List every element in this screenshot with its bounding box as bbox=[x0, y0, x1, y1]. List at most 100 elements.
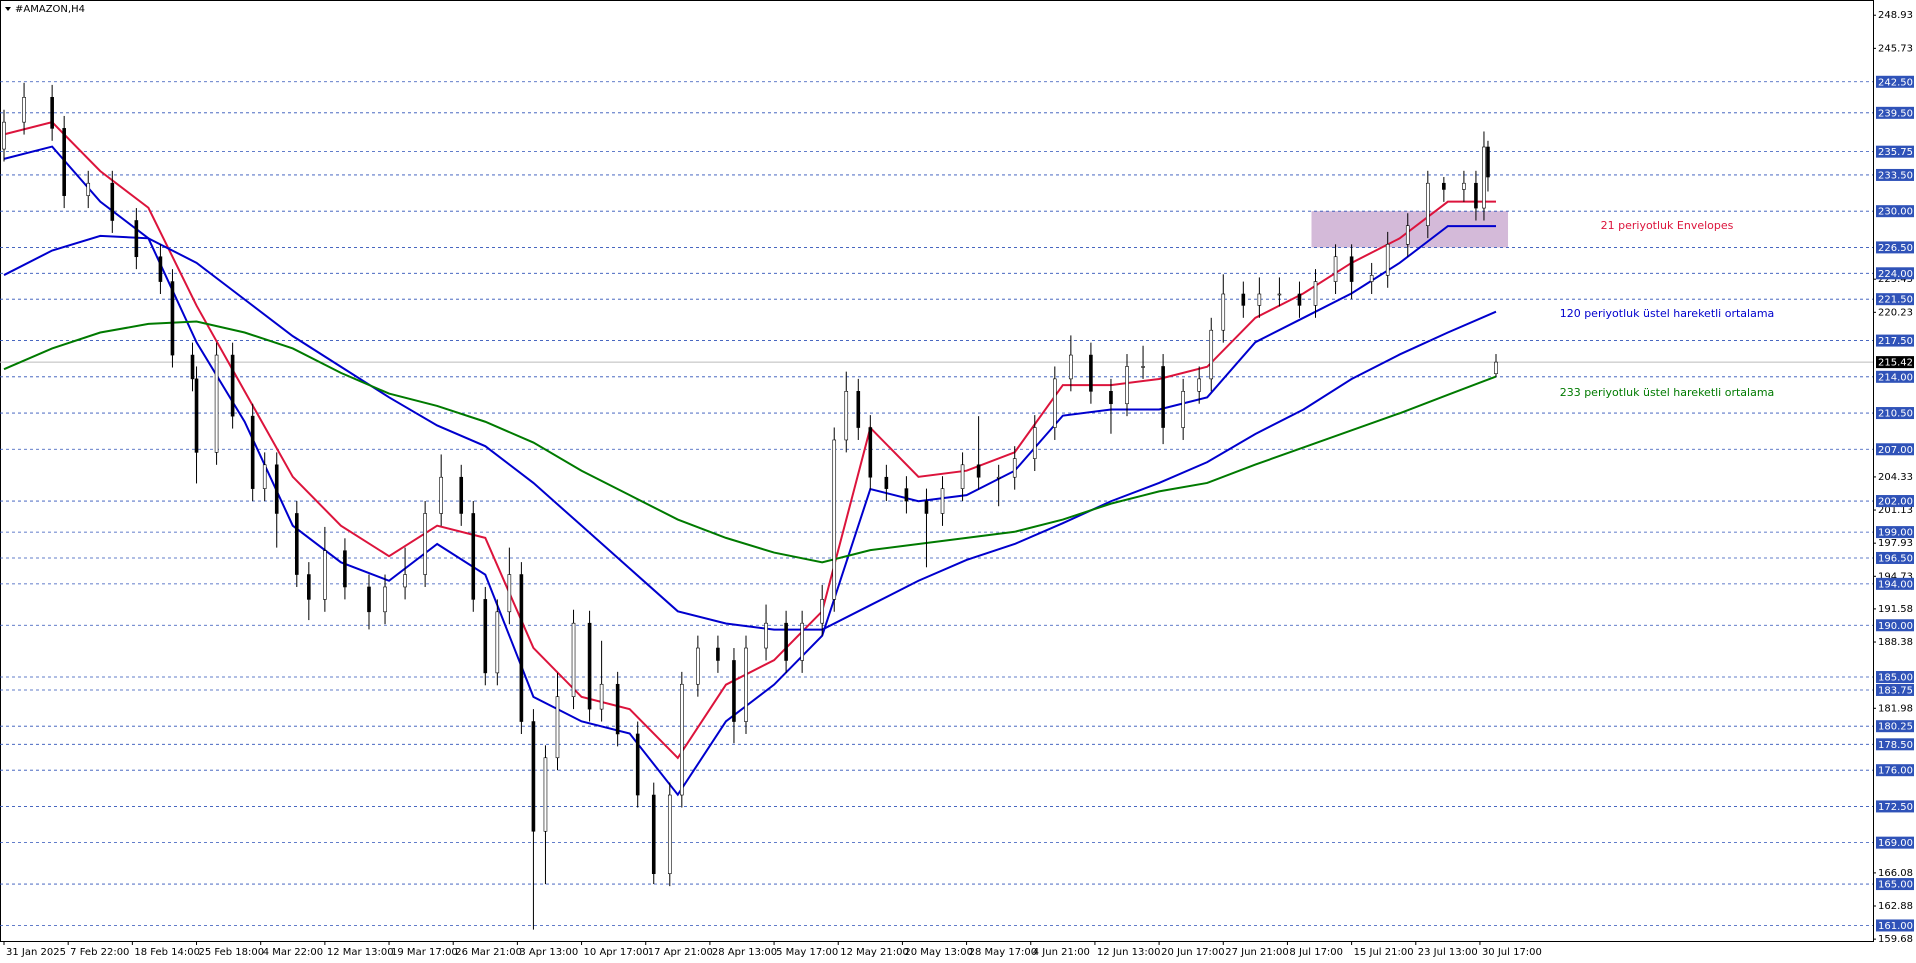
candle-body bbox=[343, 550, 347, 588]
level-label-box bbox=[1876, 106, 1914, 119]
menu-icon[interactable] bbox=[5, 7, 11, 11]
level-label-box bbox=[1876, 334, 1914, 347]
candle-body bbox=[716, 647, 720, 661]
x-tick-label: 3 Apr 13:00 bbox=[519, 947, 578, 958]
candle-body bbox=[764, 622, 768, 649]
candle-body bbox=[307, 574, 311, 600]
candle-body bbox=[62, 128, 66, 196]
candle-body bbox=[423, 513, 427, 575]
candle-body bbox=[960, 464, 965, 489]
level-label-box bbox=[1876, 878, 1914, 891]
level-label: 226.50 bbox=[1878, 243, 1913, 254]
level-label: 230.00 bbox=[1878, 207, 1913, 218]
x-tick-label: 4 Mar 22:00 bbox=[263, 947, 323, 958]
candle-body bbox=[856, 391, 861, 428]
x-tick-label: 20 Jun 17:00 bbox=[1161, 947, 1225, 958]
candle-body bbox=[1089, 354, 1093, 392]
x-tick-label: 17 Apr 21:00 bbox=[648, 947, 713, 958]
level-label-box bbox=[1876, 407, 1914, 420]
level-label: 224.00 bbox=[1878, 269, 1913, 280]
candle-body bbox=[274, 464, 279, 514]
candle-body bbox=[1012, 458, 1017, 478]
plot-frame bbox=[0, 0, 1874, 942]
candle-body bbox=[262, 464, 267, 489]
x-tick-label: 10 Apr 17:00 bbox=[584, 947, 649, 958]
candle-body bbox=[732, 660, 736, 722]
candle-body bbox=[1333, 256, 1338, 282]
candle-body bbox=[383, 586, 387, 613]
candle-body bbox=[230, 354, 235, 417]
level-label: 221.50 bbox=[1878, 295, 1913, 306]
x-tick-label: 12 Mar 13:00 bbox=[327, 947, 394, 958]
level-label: 202.00 bbox=[1878, 497, 1913, 508]
level-label-box bbox=[1876, 919, 1914, 932]
candle-body bbox=[571, 622, 576, 697]
level-label-box bbox=[1876, 168, 1914, 181]
x-tick-label: 19 Mar 17:00 bbox=[391, 947, 458, 958]
y-tick-label: 223.43 bbox=[1878, 274, 1913, 285]
candle-body bbox=[1385, 244, 1390, 276]
x-tick-label: 25 Feb 18:00 bbox=[199, 947, 265, 958]
level-label: 183.75 bbox=[1878, 685, 1913, 696]
level-label: 161.00 bbox=[1878, 921, 1913, 932]
line-annotation: 21 periyotluk Envelopes bbox=[1601, 219, 1734, 232]
y-tick-label: 197.93 bbox=[1878, 538, 1913, 549]
y-tick-label: 162.88 bbox=[1878, 901, 1913, 912]
level-label: 214.00 bbox=[1878, 372, 1913, 383]
level-label-box bbox=[1876, 370, 1914, 383]
line-annotation: 120 periyotluk üstel hareketli ortalama bbox=[1560, 307, 1775, 320]
level-label-box bbox=[1876, 551, 1914, 564]
level-label-box bbox=[1876, 671, 1914, 684]
candle-body bbox=[784, 622, 788, 661]
candle-body bbox=[599, 683, 604, 710]
level-label-box bbox=[1876, 800, 1914, 813]
x-tick-label: 30 Jul 17:00 bbox=[1482, 947, 1542, 958]
candle-body bbox=[50, 97, 54, 129]
candle-body bbox=[884, 476, 889, 489]
candle-body bbox=[820, 599, 824, 624]
candle-body bbox=[1125, 366, 1129, 405]
y-tick-label: 201.13 bbox=[1878, 505, 1913, 516]
level-label-box bbox=[1876, 764, 1914, 777]
candle-body bbox=[519, 574, 524, 722]
y-tick-label: 248.93 bbox=[1878, 10, 1913, 21]
level-label-box bbox=[1876, 683, 1914, 696]
candle-body bbox=[531, 721, 536, 832]
x-tick-label: 28 May 17:00 bbox=[969, 947, 1038, 958]
level-label-box bbox=[1876, 619, 1914, 632]
candle-body bbox=[1462, 182, 1466, 190]
candle-body bbox=[1241, 293, 1246, 306]
candle-body bbox=[1474, 182, 1478, 209]
candle-body bbox=[680, 683, 684, 796]
level-label: 176.00 bbox=[1878, 766, 1913, 777]
x-tick-label: 8 Jul 17:00 bbox=[1289, 947, 1343, 958]
level-label: 217.50 bbox=[1878, 336, 1913, 347]
candle-body bbox=[1109, 391, 1113, 405]
line-annotation: 233 periyotluk üstel hareketli ortalama bbox=[1560, 386, 1775, 399]
level-label-box bbox=[1876, 443, 1914, 456]
candle-body bbox=[904, 488, 909, 502]
candle-body bbox=[696, 647, 700, 685]
candle-body bbox=[976, 464, 981, 478]
candle-body bbox=[924, 500, 929, 514]
candle-body bbox=[996, 476, 1001, 479]
chart-title: #AMAZON,H4 bbox=[15, 4, 85, 15]
level-label-box bbox=[1876, 836, 1914, 849]
y-tick-label: 194.73 bbox=[1878, 571, 1913, 582]
candle-body bbox=[1277, 293, 1282, 296]
candle-body bbox=[555, 696, 560, 759]
y-tick-label: 188.38 bbox=[1878, 637, 1913, 648]
candle-body bbox=[1209, 329, 1214, 380]
candle-body bbox=[868, 427, 873, 478]
level-label: 235.75 bbox=[1878, 147, 1913, 158]
indicator-line bbox=[3, 234, 1497, 631]
candle-body bbox=[543, 757, 548, 832]
y-tick-label: 204.33 bbox=[1878, 472, 1913, 483]
level-label: 172.50 bbox=[1878, 802, 1913, 813]
candle-body bbox=[587, 622, 592, 710]
level-label: 196.50 bbox=[1878, 553, 1913, 564]
candle-body bbox=[294, 513, 299, 575]
level-label: 199.00 bbox=[1878, 528, 1913, 539]
candle-body bbox=[2, 121, 6, 150]
